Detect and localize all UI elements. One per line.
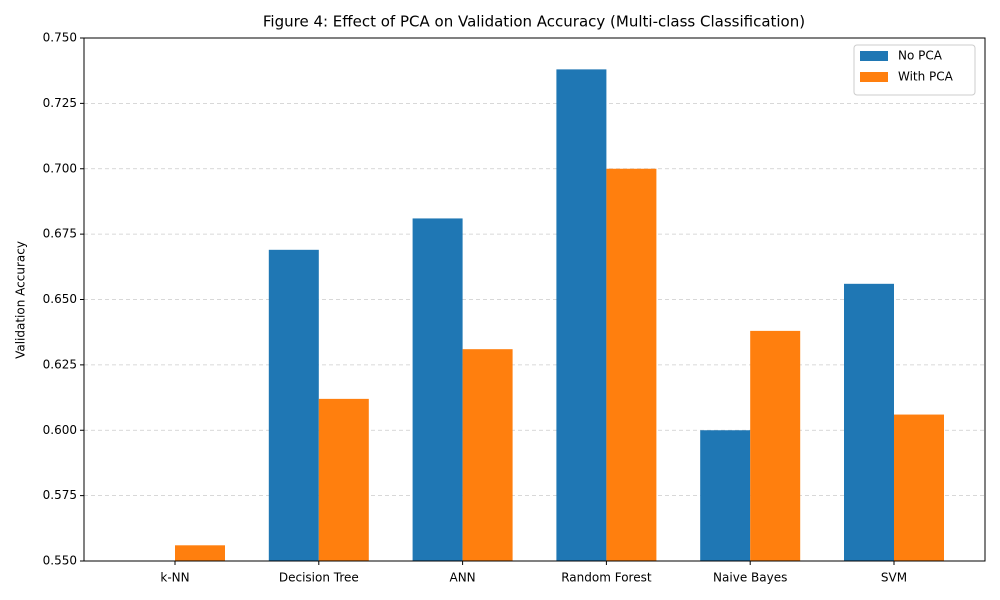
bar bbox=[844, 283, 894, 561]
legend-swatch bbox=[860, 72, 888, 82]
x-tick-label: ANN bbox=[450, 571, 476, 585]
x-tick-label: Random Forest bbox=[561, 571, 652, 585]
y-tick-label: 0.725 bbox=[43, 96, 77, 110]
chart-title: Figure 4: Effect of PCA on Validation Ac… bbox=[263, 13, 805, 31]
x-tick-label: Decision Tree bbox=[279, 571, 359, 585]
bar bbox=[894, 414, 944, 561]
plot-frame bbox=[83, 37, 986, 562]
bar bbox=[606, 168, 657, 561]
legend-swatch bbox=[860, 51, 888, 61]
bar bbox=[175, 545, 225, 561]
bar bbox=[750, 330, 801, 561]
bars bbox=[175, 69, 944, 561]
y-tick-label: 0.600 bbox=[43, 423, 77, 437]
bar bbox=[462, 349, 513, 561]
bar bbox=[268, 249, 319, 561]
y-tick-label: 0.700 bbox=[43, 161, 77, 175]
x-tick-label: k-NN bbox=[160, 571, 189, 585]
y-tick-label: 0.675 bbox=[43, 227, 77, 241]
legend-label: With PCA bbox=[898, 70, 954, 84]
x-tick-label: Naive Bayes bbox=[713, 571, 787, 585]
y-tick-label: 0.625 bbox=[43, 357, 77, 371]
y-tick-label: 0.575 bbox=[43, 488, 77, 502]
bar bbox=[412, 218, 463, 561]
y-tick-label: 0.650 bbox=[43, 292, 77, 306]
bar bbox=[556, 69, 607, 561]
bar bbox=[700, 430, 751, 561]
bar bbox=[318, 398, 369, 561]
y-tick-label: 0.750 bbox=[43, 31, 77, 45]
y-tick-label: 0.550 bbox=[43, 554, 77, 568]
legend-label: No PCA bbox=[898, 49, 943, 63]
x-tick-label: SVM bbox=[881, 571, 907, 585]
y-axis-label: Validation Accuracy bbox=[14, 241, 28, 359]
